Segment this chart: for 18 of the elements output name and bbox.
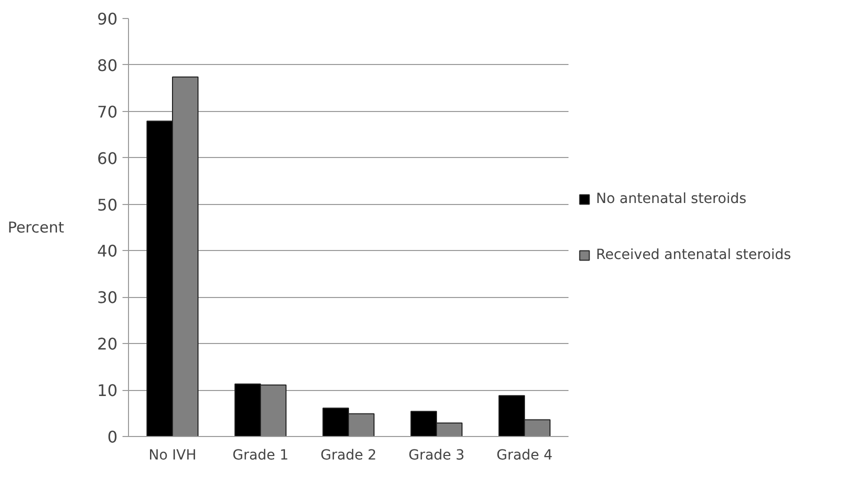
legend-label: Received antenatal steroids — [596, 247, 792, 263]
legend-label: No antenatal steroids — [596, 191, 746, 207]
x-tick-label: Grade 4 — [496, 448, 553, 464]
x-tick-label: Grade 1 — [232, 448, 289, 464]
x-tick-label: Grade 2 — [320, 448, 377, 464]
y-tick-label: 60 — [97, 148, 118, 168]
y-tick-label: 50 — [97, 195, 118, 214]
y-tick-label: 20 — [97, 334, 118, 354]
y-tick-label: 10 — [97, 381, 118, 400]
y-tick-label: 40 — [97, 242, 118, 261]
y-tick-label: 0 — [107, 428, 118, 446]
x-tick-label: No IVH — [148, 448, 196, 464]
y-tick-label: 70 — [97, 102, 118, 122]
y-tick-label: 30 — [97, 288, 118, 308]
x-tick-label: Grade 3 — [408, 448, 465, 464]
y-tick-label: 80 — [97, 56, 118, 75]
y-tick-label: 90 — [97, 10, 118, 28]
y-axis-title: Percent — [8, 218, 64, 236]
